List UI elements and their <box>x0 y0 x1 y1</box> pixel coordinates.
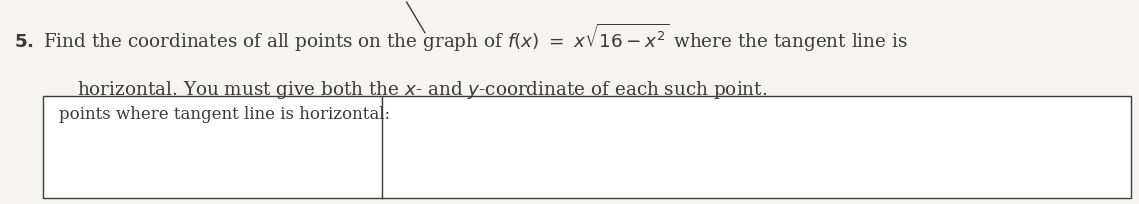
Text: $\mathbf{5.}$ Find the coordinates of all points on the graph of $f(x)\ =\ x\sqr: $\mathbf{5.}$ Find the coordinates of al… <box>14 21 908 53</box>
Text: horizontal. You must give both the $x$- and $y$-coordinate of each such point.: horizontal. You must give both the $x$- … <box>77 79 768 101</box>
Text: points where tangent line is horizontal:: points where tangent line is horizontal: <box>59 106 391 123</box>
Bar <box>43 96 1131 198</box>
